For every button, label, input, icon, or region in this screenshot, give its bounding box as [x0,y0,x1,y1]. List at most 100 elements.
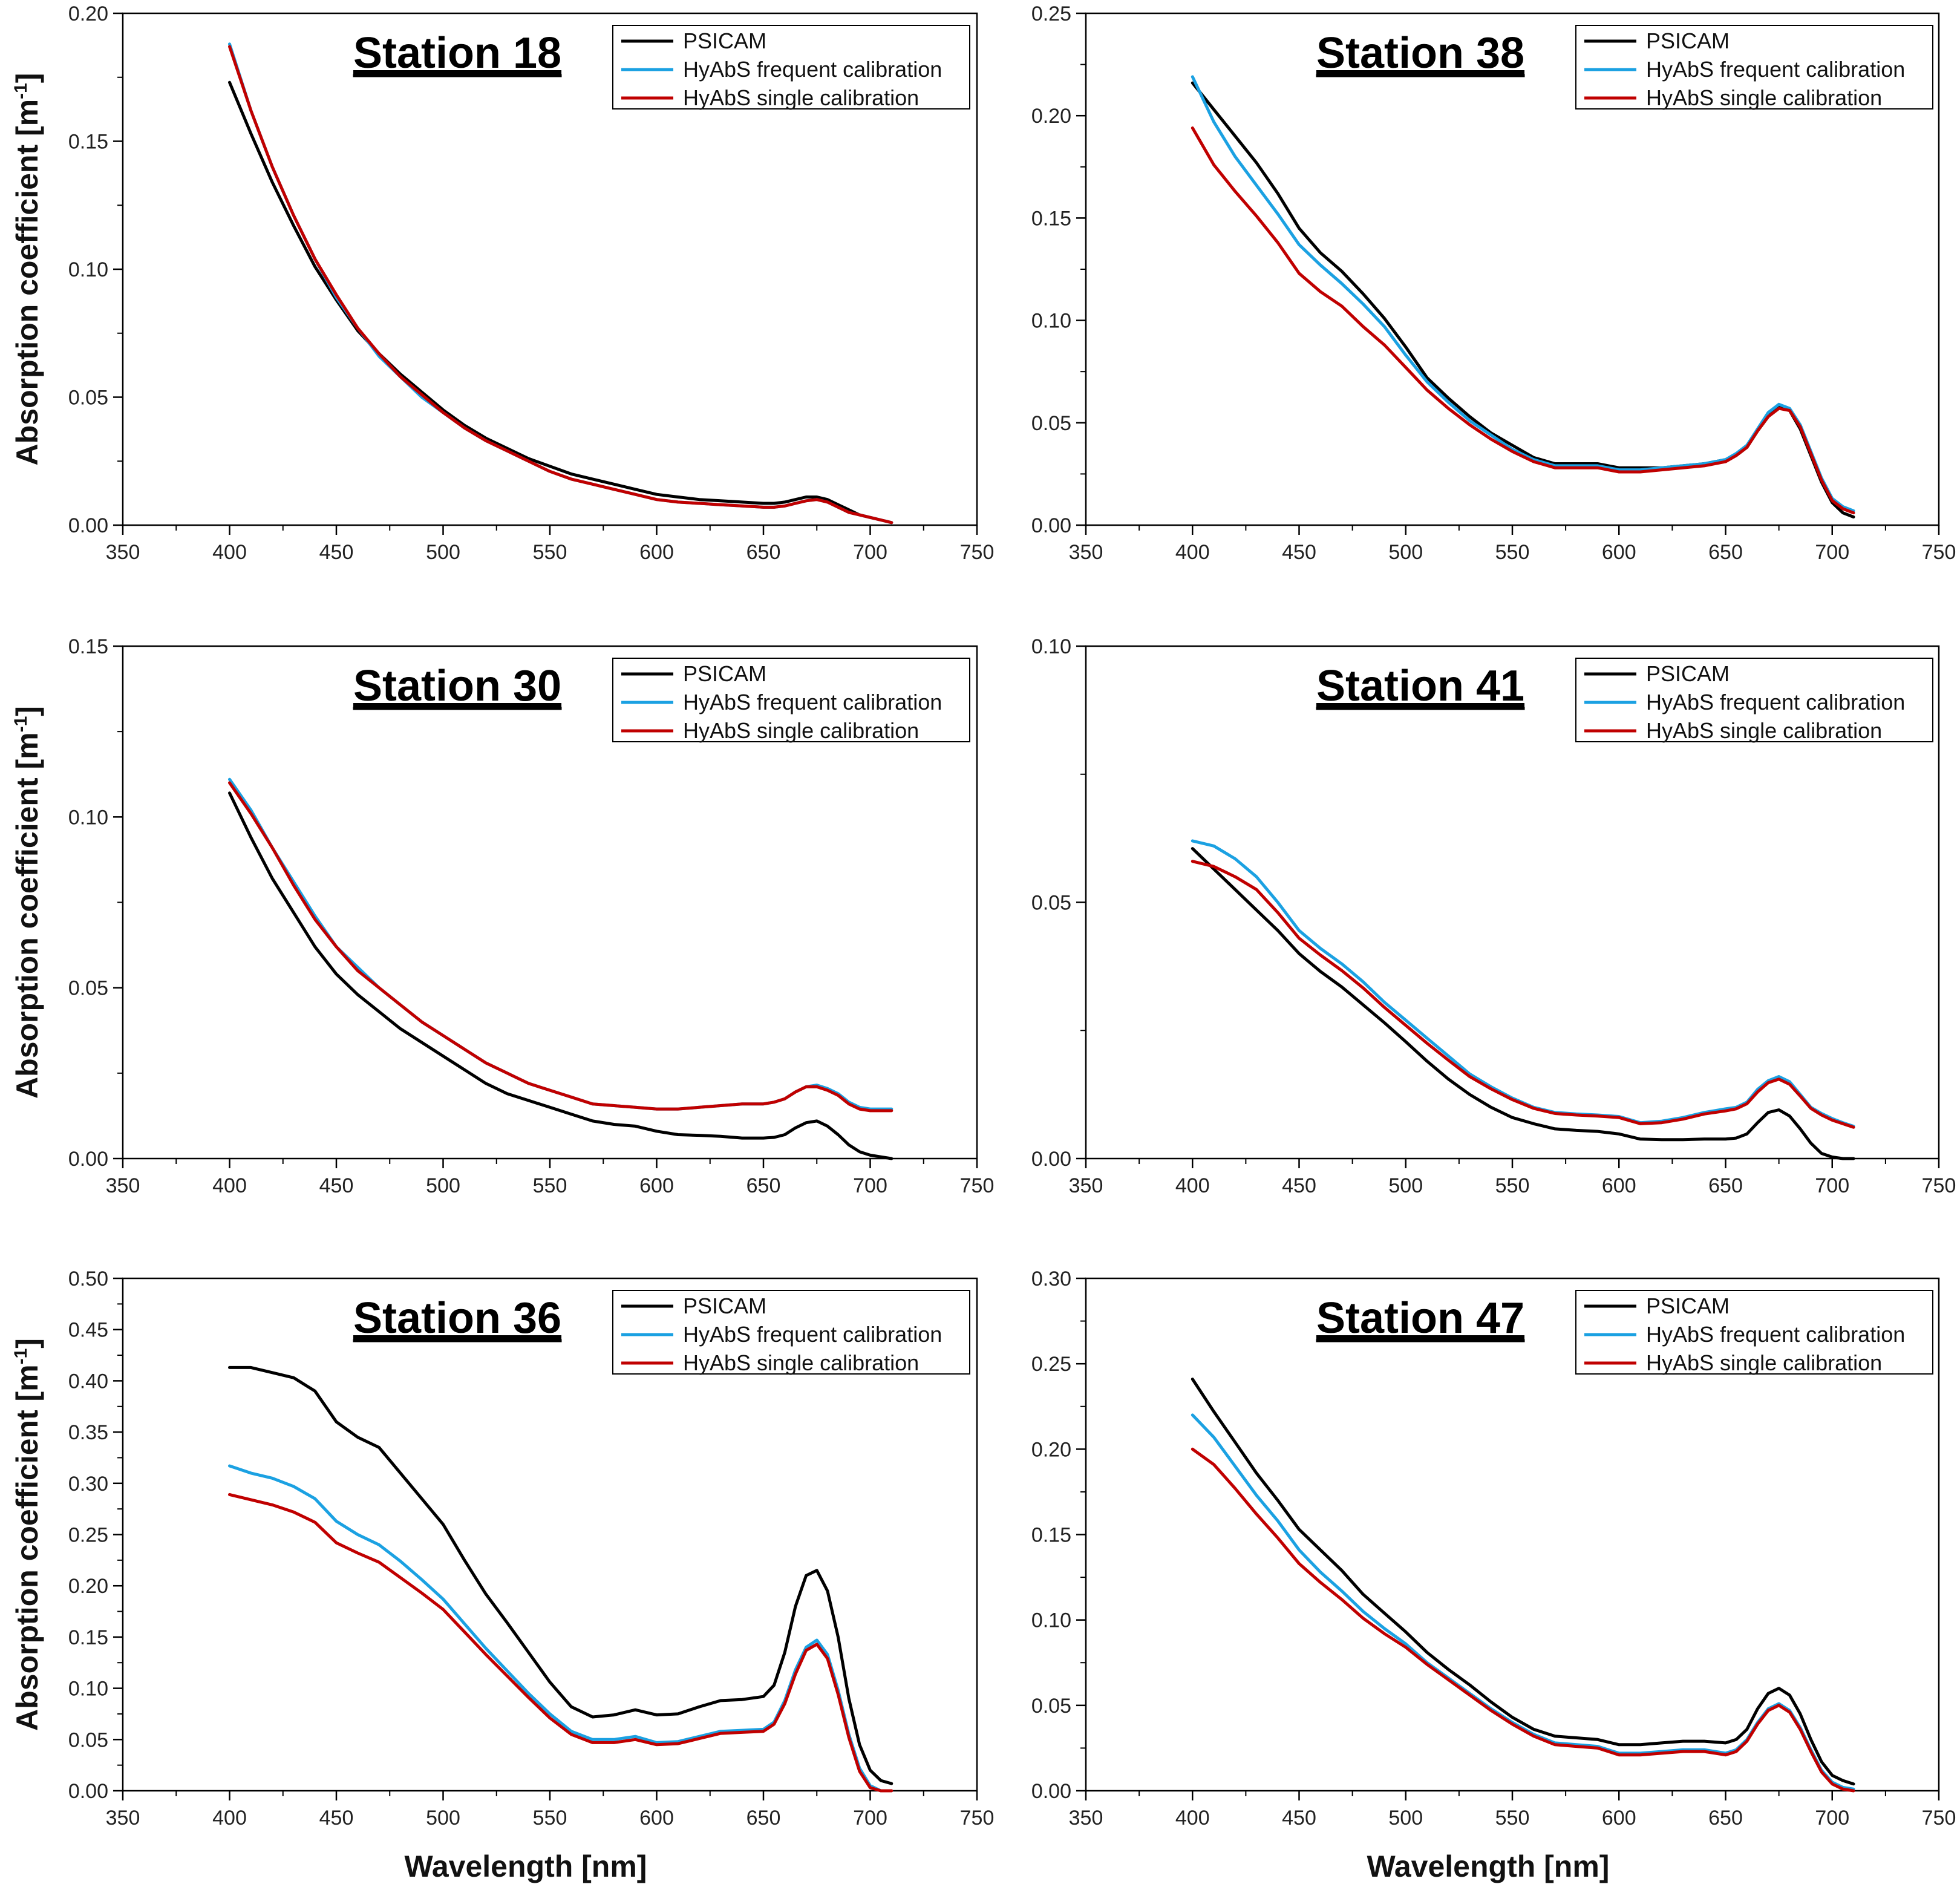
x-tick-label: 350 [1069,1174,1103,1197]
y-tick-label: 0.00 [68,1148,108,1171]
legend-label-psicam: PSICAM [1646,28,1730,53]
series-line-psicam [1191,1378,1855,1786]
legend-label-psicam: PSICAM [1646,661,1730,686]
x-tick-label: 550 [1495,1807,1530,1830]
panel-title: Station 36 [353,1294,561,1342]
y-tick-label: 0.25 [68,1524,108,1547]
panel-title: Station 38 [1316,29,1524,77]
y-tick-label: 0.10 [1031,635,1071,658]
y-tick-label: 0.20 [68,2,108,25]
x-tick-label: 650 [746,541,781,564]
y-tick-label: 0.15 [68,635,108,658]
x-tick-label: 450 [319,1807,354,1830]
x-tick-label: 750 [1922,1807,1956,1830]
y-tick-label: 0.00 [1031,514,1071,537]
x-tick-label: 450 [1282,1174,1316,1197]
y-tick-label: 0.00 [68,1780,108,1803]
legend-label-psicam: PSICAM [683,1293,766,1318]
series-line-hyabs-frequent-calibration [228,1464,893,1793]
legend-box [612,1290,970,1375]
x-tick-label: 600 [1602,541,1636,564]
legend-label-hyabs-frequent-calibration: HyAbS frequent calibration [1646,1322,1905,1347]
series-line-hyabs-frequent-calibration [1191,839,1855,1128]
series-line-psicam [228,791,893,1160]
x-tick-label: 700 [853,1807,887,1830]
legend-box [612,25,970,110]
legend-label-hyabs-single-calibration: HyAbS single calibration [1646,1350,1882,1375]
panel-title: Station 41 [1316,662,1524,710]
y-tick-label: 0.25 [1031,2,1071,25]
x-tick-label: 750 [960,541,995,564]
series-line-hyabs-single-calibration [1191,1447,1855,1793]
y-tick-label: 0.45 [68,1319,108,1342]
legend-label-psicam: PSICAM [683,661,766,686]
y-tick-label: 0.35 [68,1421,108,1444]
x-tick-label: 750 [1922,1174,1956,1197]
panel-station-36: 350 400 450 500 550 600 650 700 750 0.00 0.05 0.10 0… [10,1267,994,1883]
panel-station-41: 350 400 450 500 550 600 650 700 750 0.00 0.05 0.10 S… [1031,635,1956,1197]
panel-title: Station 18 [353,29,561,77]
legend-label-psicam: PSICAM [683,28,766,53]
x-tick-label: 500 [426,1807,460,1830]
y-tick-label: 0.10 [68,1678,108,1701]
x-tick-label: 650 [1708,1174,1743,1197]
panel-station-18: 350 400 450 500 550 600 650 700 750 0.00 0.05 0.10 0… [10,2,994,564]
series-line-hyabs-frequent-calibration [1191,1413,1855,1791]
panel-title: Station 47 [1316,1294,1524,1342]
x-tick-label: 700 [853,1174,887,1197]
series-line-hyabs-single-calibration [1191,860,1855,1129]
x-tick-label: 450 [1282,1807,1316,1830]
legend-box [1575,658,1933,742]
y-tick-label: 0.05 [68,977,108,1000]
series-line-psicam [228,1365,893,1785]
x-tick-label: 500 [1388,1807,1423,1830]
x-tick-label: 350 [106,1807,140,1830]
x-tick-label: 500 [1388,541,1423,564]
series-line-hyabs-single-calibration [228,1493,893,1793]
y-tick-label: 0.30 [68,1473,108,1496]
x-tick-label: 700 [1815,1174,1849,1197]
x-tick-label: 400 [1175,541,1210,564]
y-tick-label: 0.15 [68,1626,108,1649]
x-tick-label: 350 [106,1174,140,1197]
legend-label-hyabs-frequent-calibration: HyAbS frequent calibration [683,690,942,714]
panel-station-30: 350 400 450 500 550 600 650 700 750 0.00 0.05 0.10 0… [10,635,994,1197]
legend-label-hyabs-frequent-calibration: HyAbS frequent calibration [683,57,942,82]
y-tick-label: 0.20 [68,1575,108,1598]
y-tick-label: 0.05 [1031,1695,1071,1718]
x-tick-label: 600 [639,1174,674,1197]
x-tick-label: 550 [1495,541,1530,564]
panel-station-38: 350 400 450 500 550 600 650 700 750 0.00 0.05 0.10 0… [1031,2,1956,564]
x-tick-label: 550 [1495,1174,1530,1197]
x-tick-label: 650 [1708,541,1743,564]
y-tick-label: 0.20 [1031,1438,1071,1461]
x-tick-label: 500 [1388,1174,1423,1197]
y-tick-label: 0.00 [1031,1148,1071,1171]
x-tick-label: 500 [426,541,460,564]
legend-label-hyabs-single-calibration: HyAbS single calibration [1646,85,1882,110]
legend-label-hyabs-single-calibration: HyAbS single calibration [683,1350,919,1375]
x-tick-label: 550 [533,541,567,564]
y-tick-label: 0.15 [1031,1524,1071,1547]
x-tick-label: 600 [1602,1174,1636,1197]
y-tick-label: 0.40 [68,1370,108,1393]
x-tick-label: 550 [533,1807,567,1830]
y-tick-label: 0.10 [68,258,108,281]
y-axis-title: Absorption coefficient [m-1] [10,1338,44,1731]
series-line-hyabs-single-calibration [228,45,893,525]
legend-box [1575,1290,1933,1375]
legend-label-hyabs-frequent-calibration: HyAbS frequent calibration [1646,690,1905,714]
y-tick-label: 0.15 [68,131,108,154]
x-tick-label: 600 [639,1807,674,1830]
x-tick-label: 350 [1069,1807,1103,1830]
legend-label-psicam: PSICAM [1646,1293,1730,1318]
y-tick-label: 0.10 [68,806,108,829]
x-tick-label: 450 [319,541,354,564]
y-tick-label: 0.15 [1031,207,1071,230]
x-tick-label: 700 [1815,541,1849,564]
x-tick-label: 750 [960,1807,995,1830]
x-tick-label: 450 [319,1174,354,1197]
x-tick-label: 750 [1922,541,1956,564]
legend-label-hyabs-frequent-calibration: HyAbS frequent calibration [1646,57,1905,82]
